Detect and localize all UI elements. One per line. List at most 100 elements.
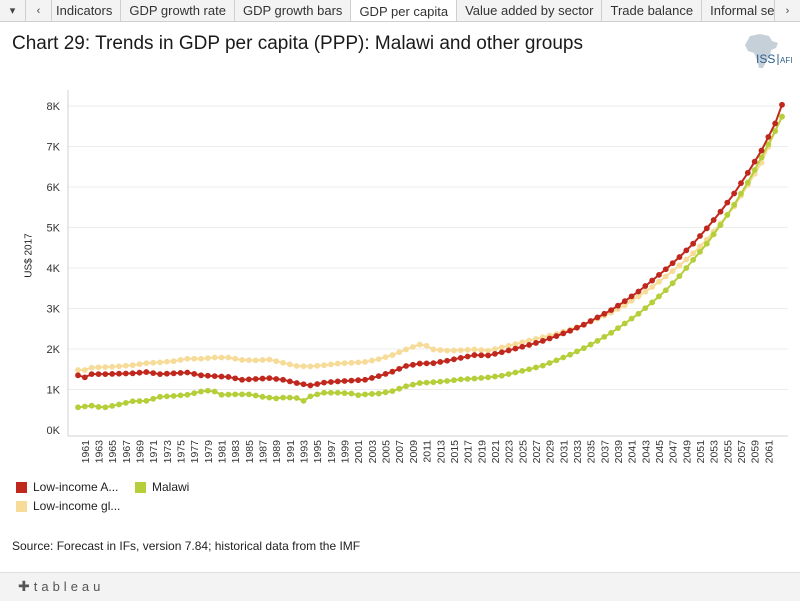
data-point-malawi (362, 391, 368, 398)
y-tick-label: 1K (47, 385, 61, 397)
x-tick-label: 1971 (148, 440, 160, 464)
data-point-low-income-a (410, 361, 416, 368)
x-tick-label: 2035 (586, 440, 598, 464)
legend-item-low-income-africa[interactable]: Low-income A... (16, 480, 118, 494)
tableau-footer: ✚ tableau (0, 572, 800, 601)
data-point-low-income-gl (478, 347, 485, 353)
data-point-malawi (662, 287, 669, 294)
x-tick-label: 1963 (94, 440, 106, 464)
x-tick-label: 1997 (326, 440, 338, 464)
tab-gdp-growth-rate[interactable]: GDP growth rate (121, 0, 235, 21)
data-point-malawi (533, 364, 539, 371)
x-tick-label: 2047 (668, 440, 680, 464)
data-point-low-income-a (478, 352, 485, 359)
data-point-low-income-a (710, 217, 717, 223)
data-point-malawi (129, 398, 136, 405)
tab-value-added-by-sector[interactable]: Value added by sector (457, 0, 603, 21)
tab-trade-balance[interactable]: Trade balance (602, 0, 703, 21)
dropdown-icon[interactable]: ▾ (0, 0, 26, 21)
data-point-low-income-a (498, 349, 505, 356)
data-point-low-income-a (553, 333, 560, 339)
data-point-malawi (184, 391, 191, 398)
data-point-malawi (587, 341, 594, 348)
legend-item-low-income-global[interactable]: Low-income gl... (16, 499, 120, 513)
x-tick-label: 1989 (271, 440, 283, 464)
data-point-low-income-gl (211, 354, 218, 361)
data-point-low-income-gl (444, 347, 450, 354)
data-point-malawi (690, 257, 697, 263)
data-point-low-income-gl (327, 361, 334, 368)
data-point-malawi (492, 373, 498, 380)
data-point-low-income-a (314, 381, 321, 387)
x-tick-label: 2031 (558, 440, 570, 464)
data-point-malawi (703, 240, 710, 247)
x-tick-label: 2019 (476, 440, 488, 464)
data-point-low-income-a (567, 327, 574, 334)
data-point-malawi (478, 375, 485, 381)
chevron-left-icon[interactable]: ‹ (26, 0, 52, 21)
data-point-low-income-a (266, 375, 273, 382)
tab-gdp-per-capita[interactable]: GDP per capita (351, 0, 458, 21)
series-line-low-income-gl (78, 116, 783, 372)
data-point-malawi (150, 395, 157, 402)
data-point-low-income-gl (109, 363, 116, 370)
data-point-low-income-a (669, 260, 676, 267)
data-point-low-income-a (471, 352, 478, 358)
data-point-malawi (102, 404, 109, 411)
x-tick-label: 1967 (121, 440, 133, 464)
data-point-low-income-gl (280, 359, 286, 366)
tableau-logo[interactable]: ✚ tableau (18, 578, 104, 595)
data-point-low-income-gl (683, 256, 690, 263)
tab-gdp-growth-bars[interactable]: GDP growth bars (235, 0, 352, 21)
data-point-low-income-a (512, 345, 519, 352)
data-point-malawi (232, 391, 239, 398)
x-tick-label: 1981 (217, 440, 229, 464)
data-point-malawi (485, 374, 491, 381)
data-point-low-income-gl (389, 352, 396, 358)
data-point-low-income-gl (348, 359, 355, 366)
data-point-malawi (375, 390, 382, 397)
legend-item-malawi[interactable]: Malawi (135, 480, 189, 494)
data-point-low-income-a (615, 302, 621, 309)
x-tick-label: 1979 (203, 440, 215, 464)
data-point-low-income-a (628, 293, 635, 300)
y-tick-label: 4K (47, 263, 61, 275)
data-point-malawi (751, 167, 758, 173)
x-tick-label: 2043 (640, 440, 652, 464)
data-point-low-income-gl (102, 364, 109, 370)
y-tick-label: 3K (47, 304, 61, 316)
data-point-low-income-gl (416, 341, 423, 348)
data-point-low-income-a (772, 120, 779, 127)
iss-afi-logo: ISS AFI (745, 34, 792, 68)
data-point-low-income-gl (116, 363, 122, 370)
x-tick-label: 2025 (517, 440, 529, 464)
data-point-malawi (410, 381, 416, 388)
data-point-malawi (163, 393, 170, 400)
data-point-low-income-a (437, 359, 444, 365)
data-point-low-income-gl (471, 346, 478, 353)
chevron-right-icon[interactable]: › (774, 0, 800, 21)
data-point-low-income-a (683, 247, 690, 254)
legend-swatch (16, 481, 27, 493)
data-point-malawi (505, 371, 512, 378)
data-point-low-income-gl (403, 346, 409, 353)
data-point-malawi (157, 393, 163, 400)
data-point-low-income-a (327, 379, 334, 385)
tab-informal-sector[interactable]: Informal sector (702, 0, 774, 21)
data-point-low-income-gl (519, 339, 526, 346)
data-point-malawi (396, 385, 403, 392)
data-point-low-income-a (150, 370, 157, 376)
data-point-low-income-gl (512, 341, 519, 348)
tab-indicators[interactable]: Indicators (52, 0, 122, 21)
data-point-low-income-gl (437, 347, 444, 353)
data-point-low-income-a (779, 101, 785, 108)
data-point-low-income-gl (362, 359, 368, 365)
data-point-low-income-gl (621, 302, 628, 309)
data-point-malawi (280, 394, 286, 401)
data-point-low-income-gl (498, 344, 505, 351)
x-tick-label: 2053 (709, 440, 721, 464)
data-point-low-income-a (703, 225, 710, 232)
data-point-low-income-a (744, 169, 751, 176)
data-point-malawi (198, 388, 204, 395)
data-point-low-income-gl (492, 346, 498, 352)
